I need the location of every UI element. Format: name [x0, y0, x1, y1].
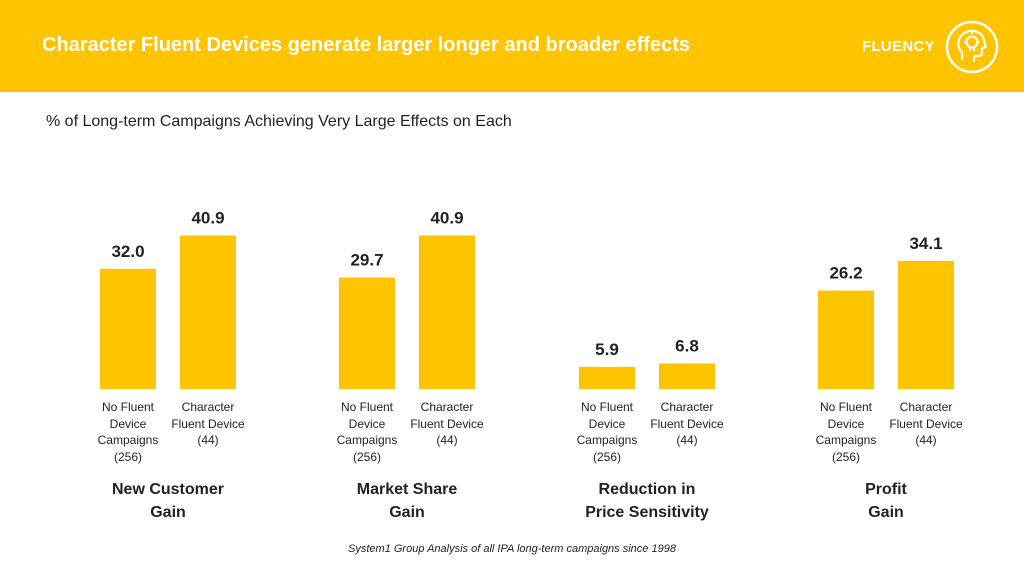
chart-subtitle: % of Long-term Campaigns Achieving Very … [46, 113, 512, 130]
data-label-2-1: 6.8 [675, 336, 699, 355]
bar-3-0 [818, 290, 874, 389]
bar-category-label-line: Device [827, 416, 865, 431]
bar-category-label-line: (256) [831, 449, 860, 464]
group-label-line: Reduction in [598, 481, 696, 498]
bar-chart: 32.0 40.9 29.7 40.9 5.9 6.8 26.2 34.1 [100, 208, 954, 389]
bar-3-1 [898, 260, 954, 389]
bar-category-label-line: Fluent Device [171, 416, 245, 431]
data-label-0-1: 40.9 [191, 208, 224, 227]
bar-category-label-line: (256) [352, 449, 381, 464]
group-label-line: New Customer [111, 481, 225, 498]
bar-1-0 [339, 277, 395, 389]
bar-category-label-line: (44) [676, 433, 698, 447]
bar-category-label-line: Device [109, 416, 147, 431]
data-label-3-0: 26.2 [829, 264, 862, 283]
bar-category-label-line: No Fluent [819, 400, 873, 414]
data-label-3-1: 34.1 [909, 234, 942, 253]
bar-category-label-line: Device [588, 416, 626, 431]
bar-category-label-line: Campaigns [336, 433, 398, 447]
bar-0-1 [180, 235, 236, 389]
group-label-line: Price Sensitivity [585, 504, 709, 521]
bar-category-label-line: Fluent Device [410, 416, 484, 431]
bar-category-label-line: Fluent Device [650, 416, 724, 431]
bar-category-label-line: Character [899, 400, 953, 414]
bar-category-label: Character Fluent Device (44) [402, 399, 492, 449]
group-label: Profit Gain [786, 478, 986, 524]
group-label: New Customer Gain [68, 478, 268, 524]
group-label-line: Gain [868, 504, 904, 521]
bar-category-label: Character Fluent Device (44) [642, 399, 732, 449]
group-label-line: Market Share [356, 481, 458, 498]
bar-category-label-line: (256) [113, 449, 142, 464]
bar-category-label: No Fluent Device Campaigns (256) [562, 399, 652, 465]
bar-category-label-line: Character [420, 400, 474, 414]
bar-category-label-line: Device [348, 416, 386, 431]
bar-category-label-line: No Fluent [580, 400, 634, 414]
group-label-line: Gain [389, 504, 425, 521]
page-title: Character Fluent Devices generate larger… [42, 34, 690, 56]
bar-category-label: No Fluent Device Campaigns (256) [801, 399, 891, 465]
bar-category-label-line: Campaigns [576, 433, 638, 447]
brand-name: FLUENCY [862, 38, 935, 55]
bar-category-label-line: No Fluent [101, 400, 155, 414]
bar-1-1 [419, 235, 475, 389]
data-label-1-1: 40.9 [430, 208, 463, 227]
data-label-0-0: 32.0 [111, 242, 144, 261]
bar-category-label-line: (44) [197, 433, 219, 447]
bar-category-label-line: No Fluent [340, 400, 394, 414]
source-note: System1 Group Analysis of all IPA long-t… [348, 543, 676, 555]
bar-category-label: No Fluent Device Campaigns (256) [322, 399, 412, 465]
group-label-line: Profit [865, 481, 907, 498]
header-banner: Character Fluent Devices generate larger… [0, 0, 1024, 92]
bar-category-label: No Fluent Device Campaigns (256) [83, 399, 173, 465]
bar-category-label-line: (44) [436, 433, 458, 447]
bar-2-1 [659, 363, 715, 389]
data-label-2-0: 5.9 [595, 340, 619, 359]
group-label-line: Gain [150, 504, 186, 521]
group-label: Market Share Gain [307, 478, 507, 524]
bar-category-label-line: Campaigns [815, 433, 877, 447]
bar-category-label-line: Character [660, 400, 714, 414]
bar-2-0 [579, 366, 635, 389]
bar-category-label-line: Fluent Device [889, 416, 963, 431]
bar-category-label-line: Character [181, 400, 235, 414]
lightbulb-head-icon [945, 20, 999, 74]
bar-category-label-line: Campaigns [97, 433, 159, 447]
bar-category-label: Character Fluent Device (44) [881, 399, 971, 449]
group-label: Reduction in Price Sensitivity [547, 478, 747, 524]
bar-0-0 [100, 268, 156, 389]
data-label-1-0: 29.7 [350, 250, 383, 269]
bar-category-label: Character Fluent Device (44) [163, 399, 253, 449]
bar-category-label-line: (44) [915, 433, 937, 447]
bar-category-label-line: (256) [592, 449, 621, 464]
